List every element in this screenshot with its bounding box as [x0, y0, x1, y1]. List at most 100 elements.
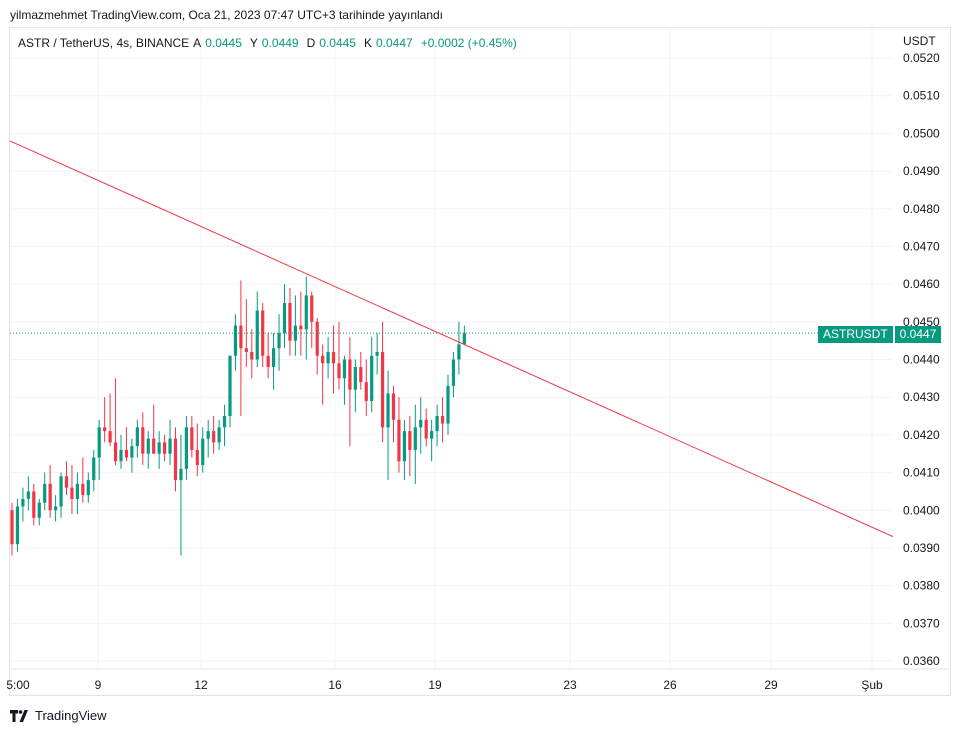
candle-body [304, 295, 308, 330]
candle-body [124, 449, 129, 458]
candle-body [359, 367, 363, 383]
candle-body [277, 333, 281, 349]
candle-body [10, 510, 14, 545]
candle-body [141, 427, 145, 454]
candle-body [288, 302, 292, 341]
y-tick-label: 0.0380 [903, 579, 940, 593]
y-tick-label: 0.0420 [903, 428, 940, 442]
candle-body [130, 446, 134, 458]
candle-body [54, 506, 58, 511]
candle-body [250, 351, 254, 360]
candle-body [348, 359, 352, 390]
legend-high-label: Y [249, 36, 258, 50]
publish-info: yilmazmehmet TradingView.com, Oca 21, 20… [10, 8, 444, 22]
legend-low-value: 0.0445 [319, 36, 356, 50]
candle-body [168, 438, 172, 454]
legend-high-value: 0.0449 [261, 36, 299, 50]
candle-body [119, 449, 123, 462]
footer: TradingView [10, 708, 107, 723]
y-tick-label: 0.0410 [903, 466, 940, 480]
candle-body [26, 491, 30, 499]
candle-body [233, 325, 238, 356]
candle-body [364, 382, 368, 401]
y-tick-label: 0.0400 [903, 503, 940, 517]
x-tick-label: 5:00 [6, 678, 30, 692]
candle-body [15, 506, 20, 545]
candle-body [59, 476, 63, 507]
candle-body [135, 427, 139, 447]
y-tick-label: 0.0460 [903, 277, 940, 291]
candle-body [108, 431, 112, 443]
candle-body [21, 498, 25, 507]
y-tick-label: 0.0430 [903, 390, 940, 404]
candle-body [37, 502, 41, 518]
x-tick-label: 12 [194, 678, 208, 692]
x-tick-label: 26 [663, 678, 677, 692]
candle-body [331, 351, 336, 364]
y-tick-label: 0.0370 [903, 616, 940, 630]
candle-body [70, 487, 74, 499]
trendline [9, 140, 894, 538]
last-price-badge: ASTRUSDT 0.0447 [818, 326, 942, 343]
candle-body [321, 355, 325, 364]
legend-change: +0.0002 (+0.45%) [420, 36, 517, 50]
candle-body [391, 393, 396, 420]
price-badge-symbol: ASTRUSDT [818, 326, 893, 343]
tradingview-logo-icon[interactable] [10, 709, 30, 722]
candle-body [228, 355, 232, 417]
candle-body [32, 491, 36, 518]
candle-body [103, 427, 107, 432]
candle-body [451, 359, 456, 386]
x-tick-label: 9 [95, 678, 102, 692]
candle-body [163, 442, 167, 454]
y-tick-label: 0.0480 [903, 202, 940, 216]
legend-low-label: D [306, 36, 316, 50]
candle-body [299, 325, 303, 330]
y-tick-label: 0.0360 [903, 654, 940, 668]
currency-label[interactable]: USDT [903, 34, 936, 48]
candle-body [152, 438, 156, 454]
chart-legend: ASTR / TetherUS, 4s, BINANCE A 0.0445 Y … [18, 36, 521, 50]
candle-body [440, 416, 445, 424]
candle-body [190, 427, 194, 450]
legend-open-value: 0.0445 [205, 36, 242, 50]
legend-symbol[interactable]: ASTR / TetherUS, 4s, BINANCE [18, 36, 190, 50]
chart-frame[interactable] [9, 27, 951, 696]
candle-body [239, 325, 243, 349]
candle-body [255, 310, 259, 360]
candle-body [184, 427, 188, 469]
y-tick-label: 0.0520 [903, 51, 940, 65]
candle-body [206, 431, 210, 439]
candle-body [43, 483, 47, 503]
candle-body [195, 449, 199, 466]
footer-brand[interactable]: TradingView [35, 708, 107, 723]
x-tick-label: 16 [328, 678, 342, 692]
x-tick-label: 29 [764, 678, 778, 692]
candle-body [179, 468, 183, 481]
candle-body [282, 302, 287, 334]
candle-body [97, 427, 101, 458]
candle-body [244, 348, 248, 352]
legend-close-value: 0.0447 [376, 36, 413, 50]
y-tick-label: 0.0440 [903, 353, 940, 367]
candle-body [424, 419, 428, 439]
candle-body [353, 367, 357, 390]
x-tick-label: Şub [861, 678, 883, 692]
candle-body [217, 427, 221, 443]
y-tick-label: 0.0470 [903, 239, 940, 253]
candle-body [157, 442, 161, 454]
candle-body [342, 359, 347, 379]
candle-body [113, 442, 118, 462]
candle-body [222, 416, 227, 428]
candle-body [146, 438, 150, 454]
candle-body [315, 321, 319, 356]
candle-body [370, 355, 374, 401]
candle-body [86, 480, 90, 496]
candle-body [446, 385, 450, 424]
candle-body [266, 355, 270, 368]
candle-body [413, 427, 417, 450]
candle-body [92, 457, 96, 481]
candle-body [430, 431, 434, 439]
candle-body [397, 419, 401, 462]
